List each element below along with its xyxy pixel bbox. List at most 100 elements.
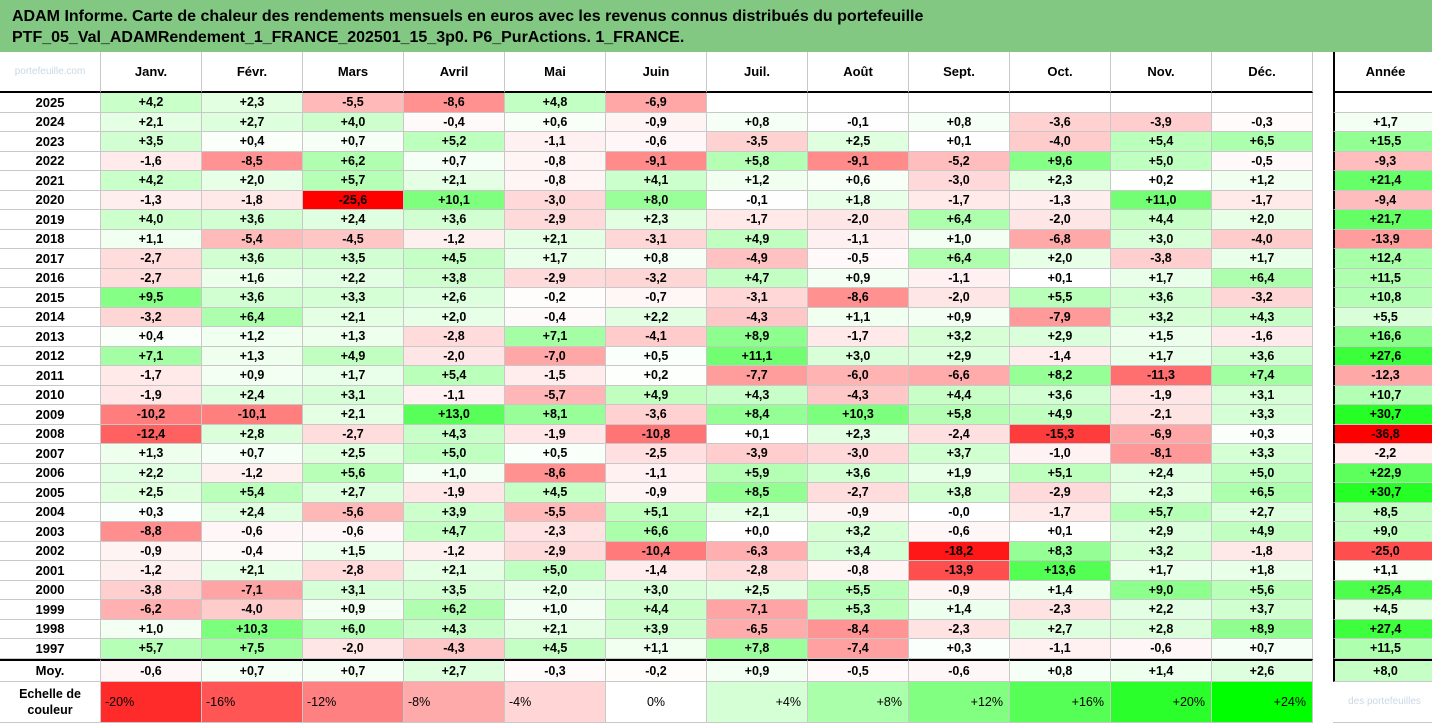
heat-cell-2013-6: -4,1 <box>606 327 707 347</box>
annual-cell-2014: +5,5 <box>1333 307 1432 327</box>
heat-cell-2001-2: +2,1 <box>202 561 303 581</box>
year-label-2012: 2012 <box>0 346 101 366</box>
heat-cell-2003-4: +4,7 <box>404 522 505 542</box>
average-cell-1: -0,6 <box>101 658 202 682</box>
heat-cell-2020-10: -1,3 <box>1010 190 1111 210</box>
heat-cell-2006-10: +5,1 <box>1010 463 1111 483</box>
heat-cell-2003-10: +0,1 <box>1010 522 1111 542</box>
heat-cell-2011-1: -1,7 <box>101 366 202 386</box>
heat-cell-2018-5: +2,1 <box>505 229 606 249</box>
year-label-2011: 2011 <box>0 366 101 386</box>
average-cell-9: -0,6 <box>909 658 1010 682</box>
heat-cell-2023-4: +5,2 <box>404 132 505 152</box>
heat-cell-2010-9: +4,4 <box>909 385 1010 405</box>
heat-cell-2001-7: -2,8 <box>707 561 808 581</box>
heat-cell-2022-6: -9,1 <box>606 151 707 171</box>
heat-cell-2021-11: +0,2 <box>1111 171 1212 191</box>
heat-cell-2006-1: +2,2 <box>101 463 202 483</box>
heat-cell-2006-7: +5,9 <box>707 463 808 483</box>
heat-cell-2024-10: -3,6 <box>1010 112 1111 132</box>
annual-cell-2012: +27,6 <box>1333 346 1432 366</box>
annual-cell-2008: -36,8 <box>1333 424 1432 444</box>
heat-cell-2014-1: -3,2 <box>101 307 202 327</box>
month-header-1: Janv. <box>101 52 202 93</box>
heat-cell-2018-2: -5,4 <box>202 229 303 249</box>
heat-cell-1997-12: +0,7 <box>1212 639 1313 659</box>
heat-cell-2018-6: -3,1 <box>606 229 707 249</box>
heat-cell-2010-4: -1,1 <box>404 385 505 405</box>
heat-cell-2012-10: -1,4 <box>1010 346 1111 366</box>
heat-cell-2004-1: +0,3 <box>101 502 202 522</box>
heat-cell-2002-8: +3,4 <box>808 541 909 561</box>
heat-cell-2022-11: +5,0 <box>1111 151 1212 171</box>
heat-cell-2001-4: +2,1 <box>404 561 505 581</box>
heat-cell-2015-2: +3,6 <box>202 288 303 308</box>
heat-cell-2021-7: +1,2 <box>707 171 808 191</box>
heat-cell-2023-3: +0,7 <box>303 132 404 152</box>
average-cell-6: -0,2 <box>606 658 707 682</box>
average-cell-5: -0,3 <box>505 658 606 682</box>
heat-cell-1999-6: +4,4 <box>606 600 707 620</box>
heat-cell-2013-2: +1,2 <box>202 327 303 347</box>
heat-cell-2013-1: +0,4 <box>101 327 202 347</box>
heat-cell-2007-1: +1,3 <box>101 444 202 464</box>
heat-cell-2021-5: -0,8 <box>505 171 606 191</box>
year-label-2005: 2005 <box>0 483 101 503</box>
heat-cell-2016-12: +6,4 <box>1212 268 1313 288</box>
year-label-2000: 2000 <box>0 580 101 600</box>
heat-cell-2011-4: +5,4 <box>404 366 505 386</box>
annual-cell-2003: +9,0 <box>1333 522 1432 542</box>
heat-cell-2012-2: +1,3 <box>202 346 303 366</box>
color-scale-swatch-7: +4% <box>707 681 808 723</box>
heat-cell-2000-2: -7,1 <box>202 580 303 600</box>
heat-cell-2002-2: -0,4 <box>202 541 303 561</box>
month-header-7: Juil. <box>707 52 808 93</box>
annual-cell-2017: +12,4 <box>1333 249 1432 269</box>
heat-cell-2011-6: +0,2 <box>606 366 707 386</box>
heat-cell-2012-8: +3,0 <box>808 346 909 366</box>
heat-cell-2010-3: +3,1 <box>303 385 404 405</box>
heat-cell-2011-8: -6,0 <box>808 366 909 386</box>
heat-cell-2009-6: -3,6 <box>606 405 707 425</box>
heat-cell-2000-4: +3,5 <box>404 580 505 600</box>
heat-cell-2014-11: +3,2 <box>1111 307 1212 327</box>
heat-cell-2017-1: -2,7 <box>101 249 202 269</box>
year-label-2023: 2023 <box>0 132 101 152</box>
annual-cell-2018: -13,9 <box>1333 229 1432 249</box>
heat-cell-2023-12: +6,5 <box>1212 132 1313 152</box>
heat-cell-2019-7: -1,7 <box>707 210 808 230</box>
heat-cell-2005-2: +5,4 <box>202 483 303 503</box>
heat-cell-2019-2: +3,6 <box>202 210 303 230</box>
heat-cell-2014-12: +4,3 <box>1212 307 1313 327</box>
column-gap <box>1313 52 1333 723</box>
heat-cell-2020-2: -1,8 <box>202 190 303 210</box>
color-scale-label: Echelle de couleur <box>0 681 101 723</box>
heat-cell-2008-1: -12,4 <box>101 424 202 444</box>
annual-cell-2002: -25,0 <box>1333 541 1432 561</box>
heat-cell-2002-9: -18,2 <box>909 541 1010 561</box>
heat-cell-2015-10: +5,5 <box>1010 288 1111 308</box>
heat-cell-2011-12: +7,4 <box>1212 366 1313 386</box>
year-label-2013: 2013 <box>0 327 101 347</box>
heat-cell-2000-11: +9,0 <box>1111 580 1212 600</box>
heat-cell-2018-9: +1,0 <box>909 229 1010 249</box>
month-header-9: Sept. <box>909 52 1010 93</box>
heat-cell-2012-9: +2,9 <box>909 346 1010 366</box>
heat-cell-2023-8: +2,5 <box>808 132 909 152</box>
heat-cell-2008-11: -6,9 <box>1111 424 1212 444</box>
color-scale-swatch-5: -4% <box>505 681 606 723</box>
heat-cell-2022-12: -0,5 <box>1212 151 1313 171</box>
heat-cell-2003-7: +0,0 <box>707 522 808 542</box>
heat-cell-2015-6: -0,7 <box>606 288 707 308</box>
heat-cell-2014-10: -7,9 <box>1010 307 1111 327</box>
heat-cell-2010-5: -5,7 <box>505 385 606 405</box>
heat-cell-2008-4: +4,3 <box>404 424 505 444</box>
heat-cell-2007-4: +5,0 <box>404 444 505 464</box>
average-cell-11: +1,4 <box>1111 658 1212 682</box>
year-label-2016: 2016 <box>0 268 101 288</box>
color-scale-swatch-6: 0% <box>606 681 707 723</box>
heat-cell-2008-5: -1,9 <box>505 424 606 444</box>
heat-cell-2012-6: +0,5 <box>606 346 707 366</box>
heat-cell-2016-4: +3,8 <box>404 268 505 288</box>
heat-cell-2011-5: -1,5 <box>505 366 606 386</box>
